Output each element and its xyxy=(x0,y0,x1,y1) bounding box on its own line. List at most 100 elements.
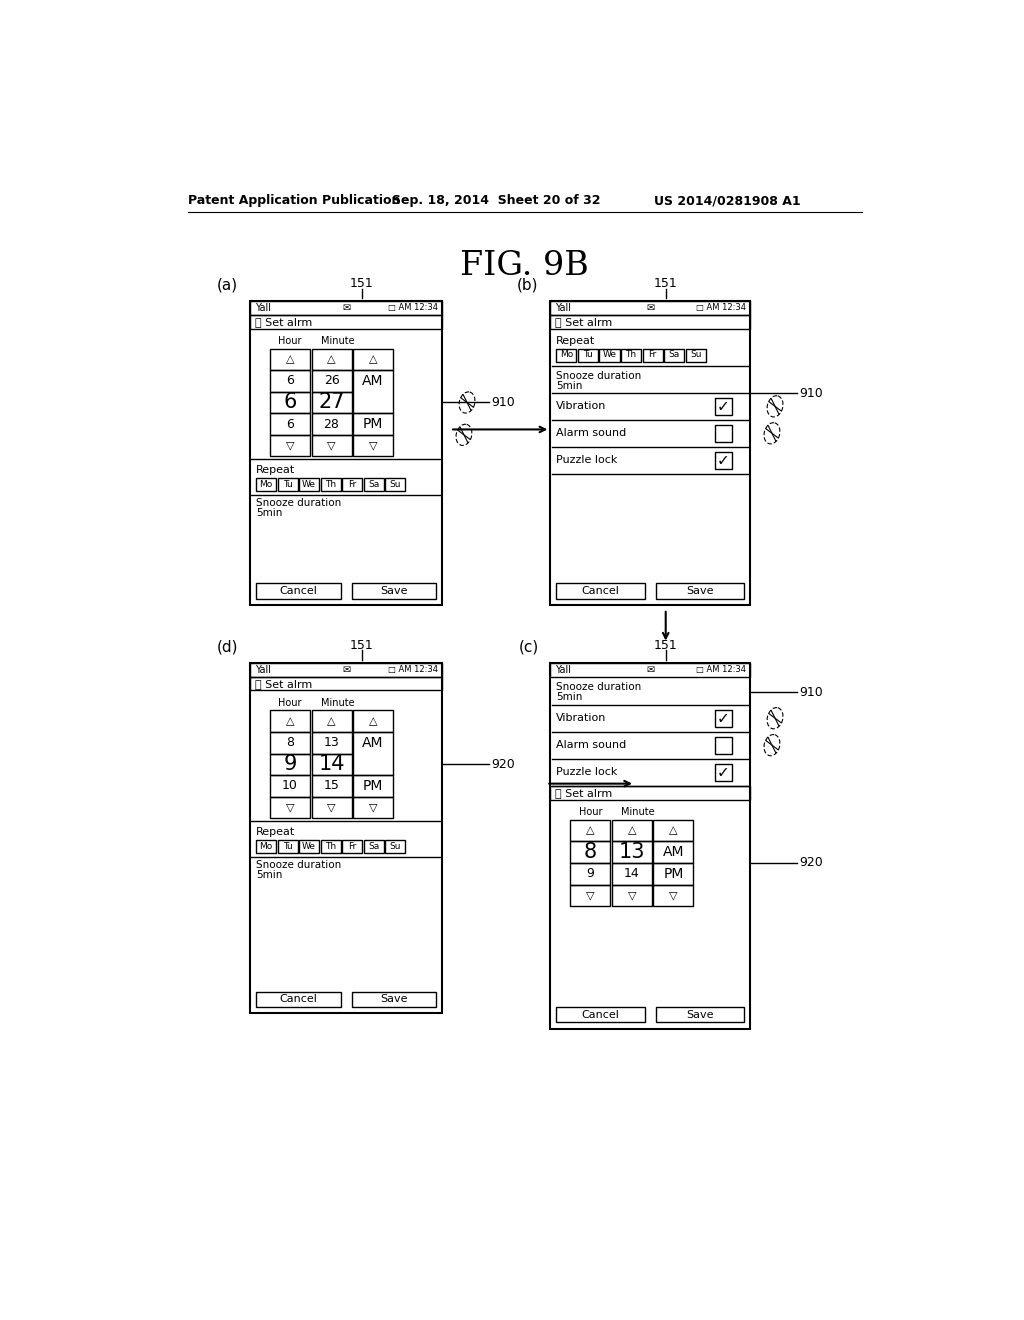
Text: We: We xyxy=(602,350,616,359)
Bar xyxy=(570,820,610,841)
Text: Cancel: Cancel xyxy=(280,994,317,1005)
Bar xyxy=(353,370,393,413)
Bar xyxy=(550,301,751,314)
Text: □ AM 12:34: □ AM 12:34 xyxy=(695,304,745,313)
Text: Sa: Sa xyxy=(369,479,380,488)
Bar xyxy=(715,763,732,780)
Text: 6: 6 xyxy=(284,392,297,412)
Text: ✓: ✓ xyxy=(717,453,730,467)
Text: ⏰ Set alrm: ⏰ Set alrm xyxy=(555,788,612,797)
Bar xyxy=(311,710,351,733)
Bar xyxy=(270,775,310,797)
Text: We: We xyxy=(302,842,316,850)
Text: 920: 920 xyxy=(490,758,515,771)
Text: 151: 151 xyxy=(349,277,374,290)
Text: 6: 6 xyxy=(286,375,294,388)
Bar xyxy=(299,840,319,853)
Text: (c): (c) xyxy=(518,640,539,655)
Bar xyxy=(351,991,436,1007)
Bar xyxy=(270,413,310,434)
Text: Th: Th xyxy=(326,479,336,488)
Text: Snooze duration: Snooze duration xyxy=(556,682,642,693)
Text: ✉: ✉ xyxy=(342,302,350,313)
Bar xyxy=(715,451,732,469)
Text: 14: 14 xyxy=(318,755,345,775)
Bar xyxy=(611,863,652,884)
Text: Mo: Mo xyxy=(560,350,573,359)
Text: □ AM 12:34: □ AM 12:34 xyxy=(388,665,438,675)
Bar xyxy=(550,314,751,329)
Text: 27: 27 xyxy=(318,392,345,412)
Text: ✉: ✉ xyxy=(646,665,654,675)
Text: PM: PM xyxy=(362,417,383,432)
Bar xyxy=(570,841,610,863)
Text: ▽: ▽ xyxy=(628,890,636,900)
Text: △: △ xyxy=(328,717,336,726)
Text: △: △ xyxy=(369,354,378,364)
Text: Fr: Fr xyxy=(648,350,656,359)
Bar xyxy=(550,663,751,1028)
Text: Repeat: Repeat xyxy=(256,828,295,837)
Bar xyxy=(655,1007,744,1022)
Bar xyxy=(353,710,393,733)
Bar xyxy=(686,348,706,362)
Bar xyxy=(270,754,310,775)
Text: Save: Save xyxy=(380,586,408,597)
Bar xyxy=(270,348,310,370)
Text: Hour: Hour xyxy=(279,335,302,346)
Text: ⏰ Set alrm: ⏰ Set alrm xyxy=(255,678,311,689)
Bar xyxy=(250,301,442,314)
Text: 920: 920 xyxy=(799,857,822,870)
Bar xyxy=(611,841,652,863)
Bar xyxy=(570,863,610,884)
Bar xyxy=(270,733,310,754)
Bar xyxy=(364,478,384,491)
Text: Minute: Minute xyxy=(622,807,654,817)
Text: ⏰ Set alrm: ⏰ Set alrm xyxy=(255,317,311,326)
Text: 10: 10 xyxy=(282,779,298,792)
Bar xyxy=(278,478,298,491)
Bar xyxy=(353,348,393,370)
Text: △: △ xyxy=(286,354,294,364)
Bar xyxy=(250,663,442,677)
Text: ▽: ▽ xyxy=(586,890,595,900)
Text: (a): (a) xyxy=(217,279,239,293)
Text: Hour: Hour xyxy=(279,698,302,708)
Bar xyxy=(353,434,393,457)
Bar xyxy=(570,884,610,906)
Text: Repeat: Repeat xyxy=(256,465,295,475)
Text: 151: 151 xyxy=(349,639,374,652)
Text: 5min: 5min xyxy=(256,870,283,880)
Text: Alarm sound: Alarm sound xyxy=(556,741,627,750)
Bar xyxy=(550,785,751,800)
Text: 9: 9 xyxy=(284,755,297,775)
Text: 5min: 5min xyxy=(556,693,583,702)
Bar xyxy=(550,301,751,605)
Text: 15: 15 xyxy=(324,779,340,792)
Text: Snooze duration: Snooze duration xyxy=(256,499,341,508)
Bar xyxy=(665,348,684,362)
Bar xyxy=(256,583,341,599)
Bar xyxy=(353,775,393,797)
Bar xyxy=(311,348,351,370)
Bar xyxy=(311,733,351,754)
Text: FIG. 9B: FIG. 9B xyxy=(461,251,589,282)
Text: △: △ xyxy=(328,354,336,364)
Bar xyxy=(270,370,310,392)
Text: Save: Save xyxy=(687,586,714,597)
Text: Th: Th xyxy=(626,350,637,359)
Text: (d): (d) xyxy=(217,640,239,655)
Text: AM: AM xyxy=(663,845,684,859)
Text: Su: Su xyxy=(390,479,401,488)
Bar xyxy=(353,413,393,434)
Text: 910: 910 xyxy=(799,387,822,400)
Text: ⏰ Set alrm: ⏰ Set alrm xyxy=(555,317,612,326)
Bar xyxy=(311,370,351,392)
Bar xyxy=(321,478,341,491)
Bar xyxy=(299,478,319,491)
Text: (b): (b) xyxy=(517,279,539,293)
Text: 5min: 5min xyxy=(256,508,283,519)
Text: △: △ xyxy=(586,825,595,836)
Bar xyxy=(550,663,751,677)
Text: □ AM 12:34: □ AM 12:34 xyxy=(695,665,745,675)
